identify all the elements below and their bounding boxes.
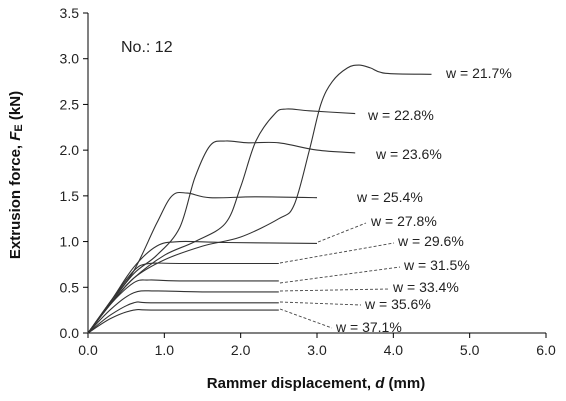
series-label: w = 33.4% <box>392 279 459 295</box>
series-leader-line <box>279 308 333 329</box>
y-axis-ticks: 0.0 0.5 1.0 1.5 2.0 2.5 3.0 3.5 <box>60 5 88 341</box>
series-leader-line <box>279 266 401 284</box>
series-label: w = 35.6% <box>364 296 431 312</box>
series-labels: w = 21.7% w = 22.8% w = 23.6% w = 25.4% w = … <box>335 65 512 335</box>
x-axis-title-variable: d <box>375 375 385 392</box>
y-tick-label: 3.5 <box>60 5 80 21</box>
y-tick-label: 1.0 <box>60 234 80 250</box>
series-label: w = 21.7% <box>445 65 512 81</box>
x-tick-label: 5.0 <box>460 342 480 358</box>
x-tick-label: 0.0 <box>78 342 98 358</box>
y-axis-title-subscript: E <box>13 124 25 131</box>
x-axis-title-suffix: (mm) <box>384 375 425 392</box>
series-leader-line <box>279 301 362 306</box>
series-leader-line <box>279 288 390 292</box>
series-line-9 <box>87 301 279 334</box>
y-tick-label: 0.5 <box>60 279 80 295</box>
series-group <box>87 64 432 334</box>
series-line-7 <box>87 279 279 334</box>
series-label: w = 37.1% <box>335 319 402 335</box>
series-label: w = 22.8% <box>367 107 434 123</box>
x-tick-label: 6.0 <box>536 342 556 358</box>
series-line-6 <box>87 262 279 334</box>
y-axis-title-suffix: (kN) <box>7 91 24 124</box>
x-axis-title-prefix: Rammer displacement, <box>207 375 375 392</box>
series-label: w = 31.5% <box>403 257 470 273</box>
series-leader-line <box>317 222 367 243</box>
y-tick-label: 2.0 <box>60 142 80 158</box>
x-axis-ticks: 0.0 1.0 2.0 3.0 4.0 5.0 6.0 <box>78 333 556 358</box>
series-line-3 <box>87 140 356 334</box>
series-line-10 <box>87 308 279 334</box>
sample-number-annotation: No.: 12 <box>121 39 173 56</box>
y-tick-label: 1.5 <box>60 188 80 204</box>
series-line-8 <box>87 290 279 334</box>
x-tick-label: 4.0 <box>384 342 404 358</box>
series-label: w = 27.8% <box>370 213 437 229</box>
series-line-2 <box>87 108 356 334</box>
y-axis-title-variable: F <box>7 131 24 141</box>
x-tick-label: 2.0 <box>231 342 251 358</box>
y-axis-title: Extrusion force, FE (kN) <box>7 91 25 259</box>
series-label: w = 23.6% <box>375 146 442 162</box>
series-label: w = 25.4% <box>356 189 423 205</box>
y-tick-label: 3.0 <box>60 51 80 67</box>
series-line-1 <box>87 64 432 334</box>
y-axis-title-prefix: Extrusion force, <box>7 141 24 259</box>
x-tick-label: 1.0 <box>155 342 175 358</box>
plot-area: 0.0 1.0 2.0 3.0 4.0 5.0 6.0 0.0 0.5 1.0 1.5 2.0 2.5… <box>60 5 556 358</box>
series-leader-line <box>279 242 395 264</box>
y-tick-label: 2.5 <box>60 96 80 112</box>
leader-lines <box>279 222 401 329</box>
y-tick-label: 0.0 <box>60 325 80 341</box>
series-label: w = 29.6% <box>397 233 464 249</box>
x-tick-label: 3.0 <box>307 342 327 358</box>
x-axis-title: Rammer displacement, d (mm) <box>207 375 425 392</box>
